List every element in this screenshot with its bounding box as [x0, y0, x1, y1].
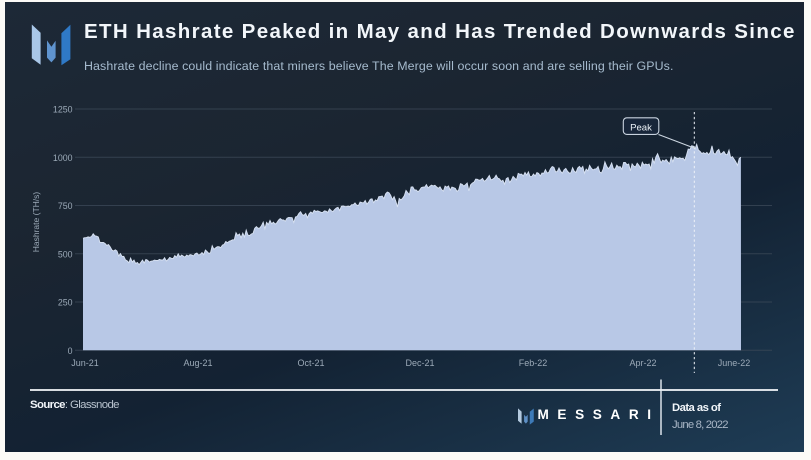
svg-text:1250: 1250 — [53, 105, 73, 115]
svg-text:Apr-22: Apr-22 — [629, 358, 656, 368]
svg-text:500: 500 — [58, 249, 73, 259]
svg-text:Jun-21: Jun-21 — [71, 358, 99, 368]
svg-text:June-22: June-22 — [718, 358, 751, 368]
svg-text:750: 750 — [58, 201, 73, 211]
svg-text:Dec-21: Dec-21 — [405, 358, 434, 368]
svg-text:Feb-22: Feb-22 — [519, 358, 548, 368]
svg-text:1000: 1000 — [53, 153, 73, 163]
svg-text:Oct-21: Oct-21 — [297, 358, 324, 368]
svg-text:Peak: Peak — [630, 123, 652, 134]
svg-text:250: 250 — [58, 298, 73, 308]
svg-text:0: 0 — [68, 346, 73, 356]
svg-text:Hashrate (TH/s): Hashrate (TH/s) — [31, 192, 41, 253]
svg-text:Aug-21: Aug-21 — [183, 358, 212, 368]
